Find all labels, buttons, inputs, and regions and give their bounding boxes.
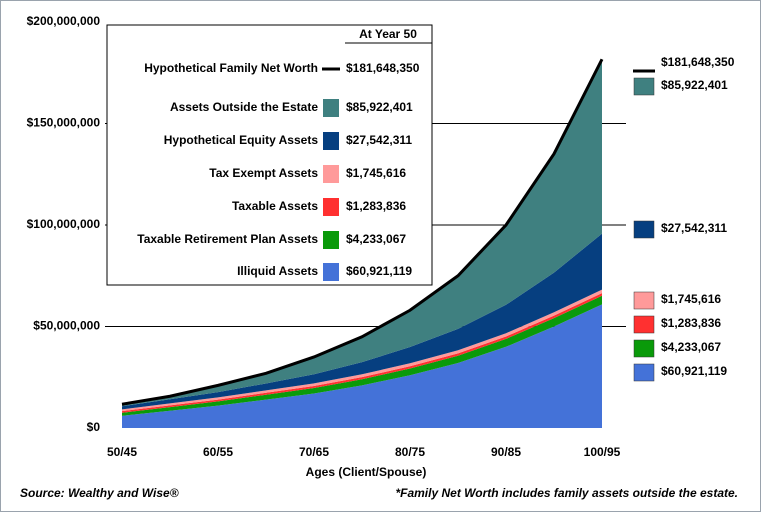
end-value-label: $1,283,836 bbox=[661, 316, 721, 330]
area bbox=[122, 304, 602, 428]
y-tick-label: $200,000,000 bbox=[27, 14, 101, 28]
end-swatch bbox=[633, 77, 655, 96]
end-value-label: $60,921,119 bbox=[661, 364, 727, 378]
legend-label: Assets Outside the Estate bbox=[170, 100, 318, 114]
legend-label: Hypothetical Family Net Worth bbox=[144, 61, 318, 75]
legend-value: $85,922,401 bbox=[346, 100, 413, 114]
legend-title: At Year 50 bbox=[359, 27, 417, 41]
end-swatch bbox=[633, 363, 655, 382]
end-swatch bbox=[633, 291, 655, 310]
x-tick-label: 90/85 bbox=[491, 445, 521, 459]
y-tick-label: $50,000,000 bbox=[33, 319, 100, 333]
end-value-label: $27,542,311 bbox=[661, 221, 727, 235]
legend-box bbox=[106, 24, 433, 286]
legend-label: Taxable Assets bbox=[232, 199, 318, 213]
y-tick-label: $100,000,000 bbox=[27, 217, 101, 231]
legend-swatch bbox=[323, 263, 339, 281]
legend-value: $1,283,836 bbox=[346, 199, 406, 213]
y-tick-label: $0 bbox=[87, 420, 101, 434]
legend-swatch bbox=[323, 132, 339, 150]
x-tick-label: 100/95 bbox=[584, 445, 621, 459]
end-swatch bbox=[633, 315, 655, 334]
end-swatch bbox=[633, 339, 655, 358]
legend-value: $181,648,350 bbox=[346, 61, 420, 75]
x-tick-label: 50/45 bbox=[107, 445, 137, 459]
legend-value: $4,233,067 bbox=[346, 232, 406, 246]
end-swatch bbox=[633, 220, 655, 239]
legend-swatch bbox=[323, 165, 339, 183]
legend-label: Tax Exempt Assets bbox=[209, 166, 318, 180]
legend-label: Illiquid Assets bbox=[237, 264, 318, 278]
x-tick-label: 70/65 bbox=[299, 445, 329, 459]
end-value-label: $181,648,350 bbox=[661, 55, 735, 69]
source: Source: Wealthy and Wise® bbox=[20, 486, 179, 500]
legend-value: $60,921,119 bbox=[346, 264, 412, 278]
end-value-label: $1,745,616 bbox=[661, 292, 721, 306]
area bbox=[122, 233, 602, 410]
end-value-label: $85,922,401 bbox=[661, 78, 728, 92]
legend-label: Hypothetical Equity Assets bbox=[164, 133, 319, 147]
end-value-label: $4,233,067 bbox=[661, 340, 721, 354]
legend-label: Taxable Retirement Plan Assets bbox=[137, 232, 318, 246]
legend-swatch bbox=[323, 99, 339, 117]
legend-value: $1,745,616 bbox=[346, 166, 406, 180]
net-worth-line bbox=[121, 58, 604, 406]
legend-swatch bbox=[323, 198, 339, 216]
x-tick-label: 60/55 bbox=[203, 445, 233, 459]
y-tick-label: $150,000,000 bbox=[27, 116, 101, 130]
footnote: *Family Net Worth includes family assets… bbox=[395, 486, 738, 500]
x-axis-title: Ages (Client/Spouse) bbox=[306, 465, 427, 479]
legend-value: $27,542,311 bbox=[346, 133, 412, 147]
x-tick-label: 80/75 bbox=[395, 445, 425, 459]
legend-swatch bbox=[323, 231, 339, 249]
